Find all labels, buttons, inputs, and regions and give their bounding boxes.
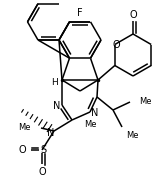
Text: F: F: [77, 8, 83, 18]
Text: Me: Me: [84, 120, 96, 129]
Text: N: N: [91, 108, 99, 118]
Text: O: O: [18, 145, 26, 155]
Text: Me: Me: [19, 123, 31, 132]
Text: Me: Me: [126, 130, 138, 140]
Text: N: N: [47, 128, 55, 138]
Text: O: O: [112, 39, 120, 50]
Text: Me: Me: [139, 96, 152, 105]
Text: O: O: [38, 167, 46, 177]
Text: S: S: [40, 145, 46, 155]
Text: H: H: [51, 78, 57, 87]
Text: O: O: [129, 10, 137, 20]
Text: N: N: [53, 101, 61, 111]
